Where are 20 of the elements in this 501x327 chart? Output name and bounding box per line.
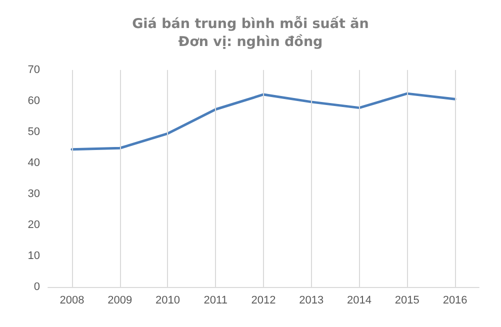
x-tick-label: 2015 [394, 294, 420, 306]
x-tick-label: 2013 [299, 294, 324, 306]
x-tick-label: 2009 [108, 294, 132, 306]
x-tick-label: 2016 [442, 294, 468, 306]
chart-title: Giá bán trung bình mỗi suất ăn [132, 16, 369, 32]
y-tick-label: 0 [34, 281, 40, 293]
y-tick-label: 10 [28, 250, 40, 262]
x-tick-label: 2010 [155, 294, 180, 306]
x-tick-label: 2014 [347, 294, 372, 306]
y-tick-label: 20 [28, 219, 40, 231]
x-tick-label: 2008 [60, 294, 84, 306]
x-tick-label: 2012 [251, 294, 276, 306]
chart-subtitle: Đơn vị: nghìn đồng [178, 34, 323, 50]
y-tick-label: 60 [28, 95, 40, 107]
y-tick-label: 70 [28, 64, 40, 76]
y-tick-label: 40 [28, 157, 40, 169]
line-series [70, 92, 456, 151]
y-tick-label: 50 [28, 126, 40, 138]
x-tick-label: 2011 [204, 294, 228, 306]
y-tick-label: 30 [28, 188, 40, 200]
